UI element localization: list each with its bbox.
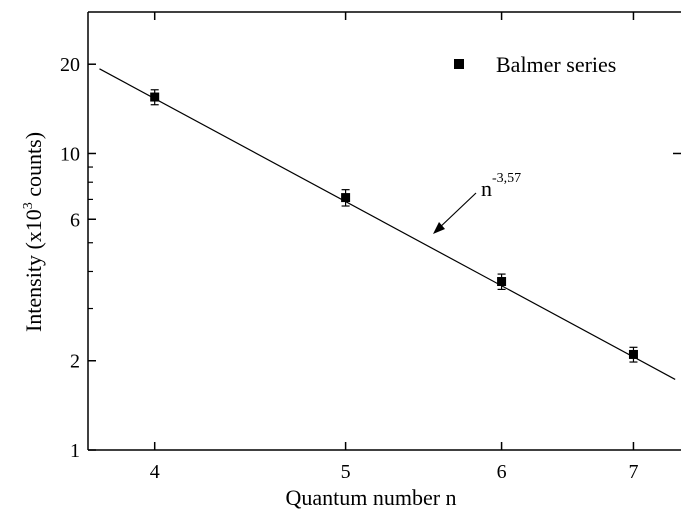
y-tick-label: 20 — [60, 54, 80, 76]
y-axis-title: Intensity (x103 counts) — [21, 132, 46, 332]
fit-line-group — [99, 68, 676, 380]
y-axis-title-main: Intensity (x10 — [21, 209, 46, 332]
annotation: n-3,57 — [433, 171, 521, 234]
annotation-arrow-head — [433, 222, 445, 234]
x-tick-label: 4 — [150, 461, 160, 483]
point-marker — [150, 92, 160, 102]
annotation-base: n — [481, 176, 492, 201]
point-marker — [497, 277, 507, 287]
annotation-arrow-shaft — [436, 192, 477, 231]
data-point — [497, 273, 507, 291]
data-point — [150, 89, 160, 106]
x-axis-title: Quantum number n — [285, 485, 456, 510]
ticks: 4 5 6 7 1 2 6 10 20 — [60, 12, 681, 483]
annotation-exponent: -3,57 — [492, 171, 521, 186]
legend-marker — [454, 59, 464, 69]
annotation-text: n-3,57 — [481, 171, 521, 201]
data-points — [150, 89, 638, 363]
y-tick-label: 6 — [70, 209, 80, 231]
y-axis-title-exponent: 3 — [21, 202, 36, 209]
x-tick-label: 5 — [341, 461, 351, 483]
point-marker — [341, 193, 351, 203]
x-tick-label: 7 — [628, 461, 638, 483]
y-tick-label: 1 — [70, 440, 80, 462]
y-tick-label: 2 — [70, 351, 80, 373]
legend-label: Balmer series — [496, 52, 616, 77]
y-axis-title-rest: counts) — [21, 132, 46, 202]
fit-line — [99, 68, 676, 380]
x-tick-label: 6 — [497, 461, 507, 483]
axes — [87, 11, 681, 451]
y-tick-label: 10 — [60, 143, 80, 165]
data-point — [341, 189, 351, 207]
data-point — [628, 346, 638, 363]
legend: Balmer series — [454, 52, 616, 77]
point-marker — [628, 349, 638, 359]
